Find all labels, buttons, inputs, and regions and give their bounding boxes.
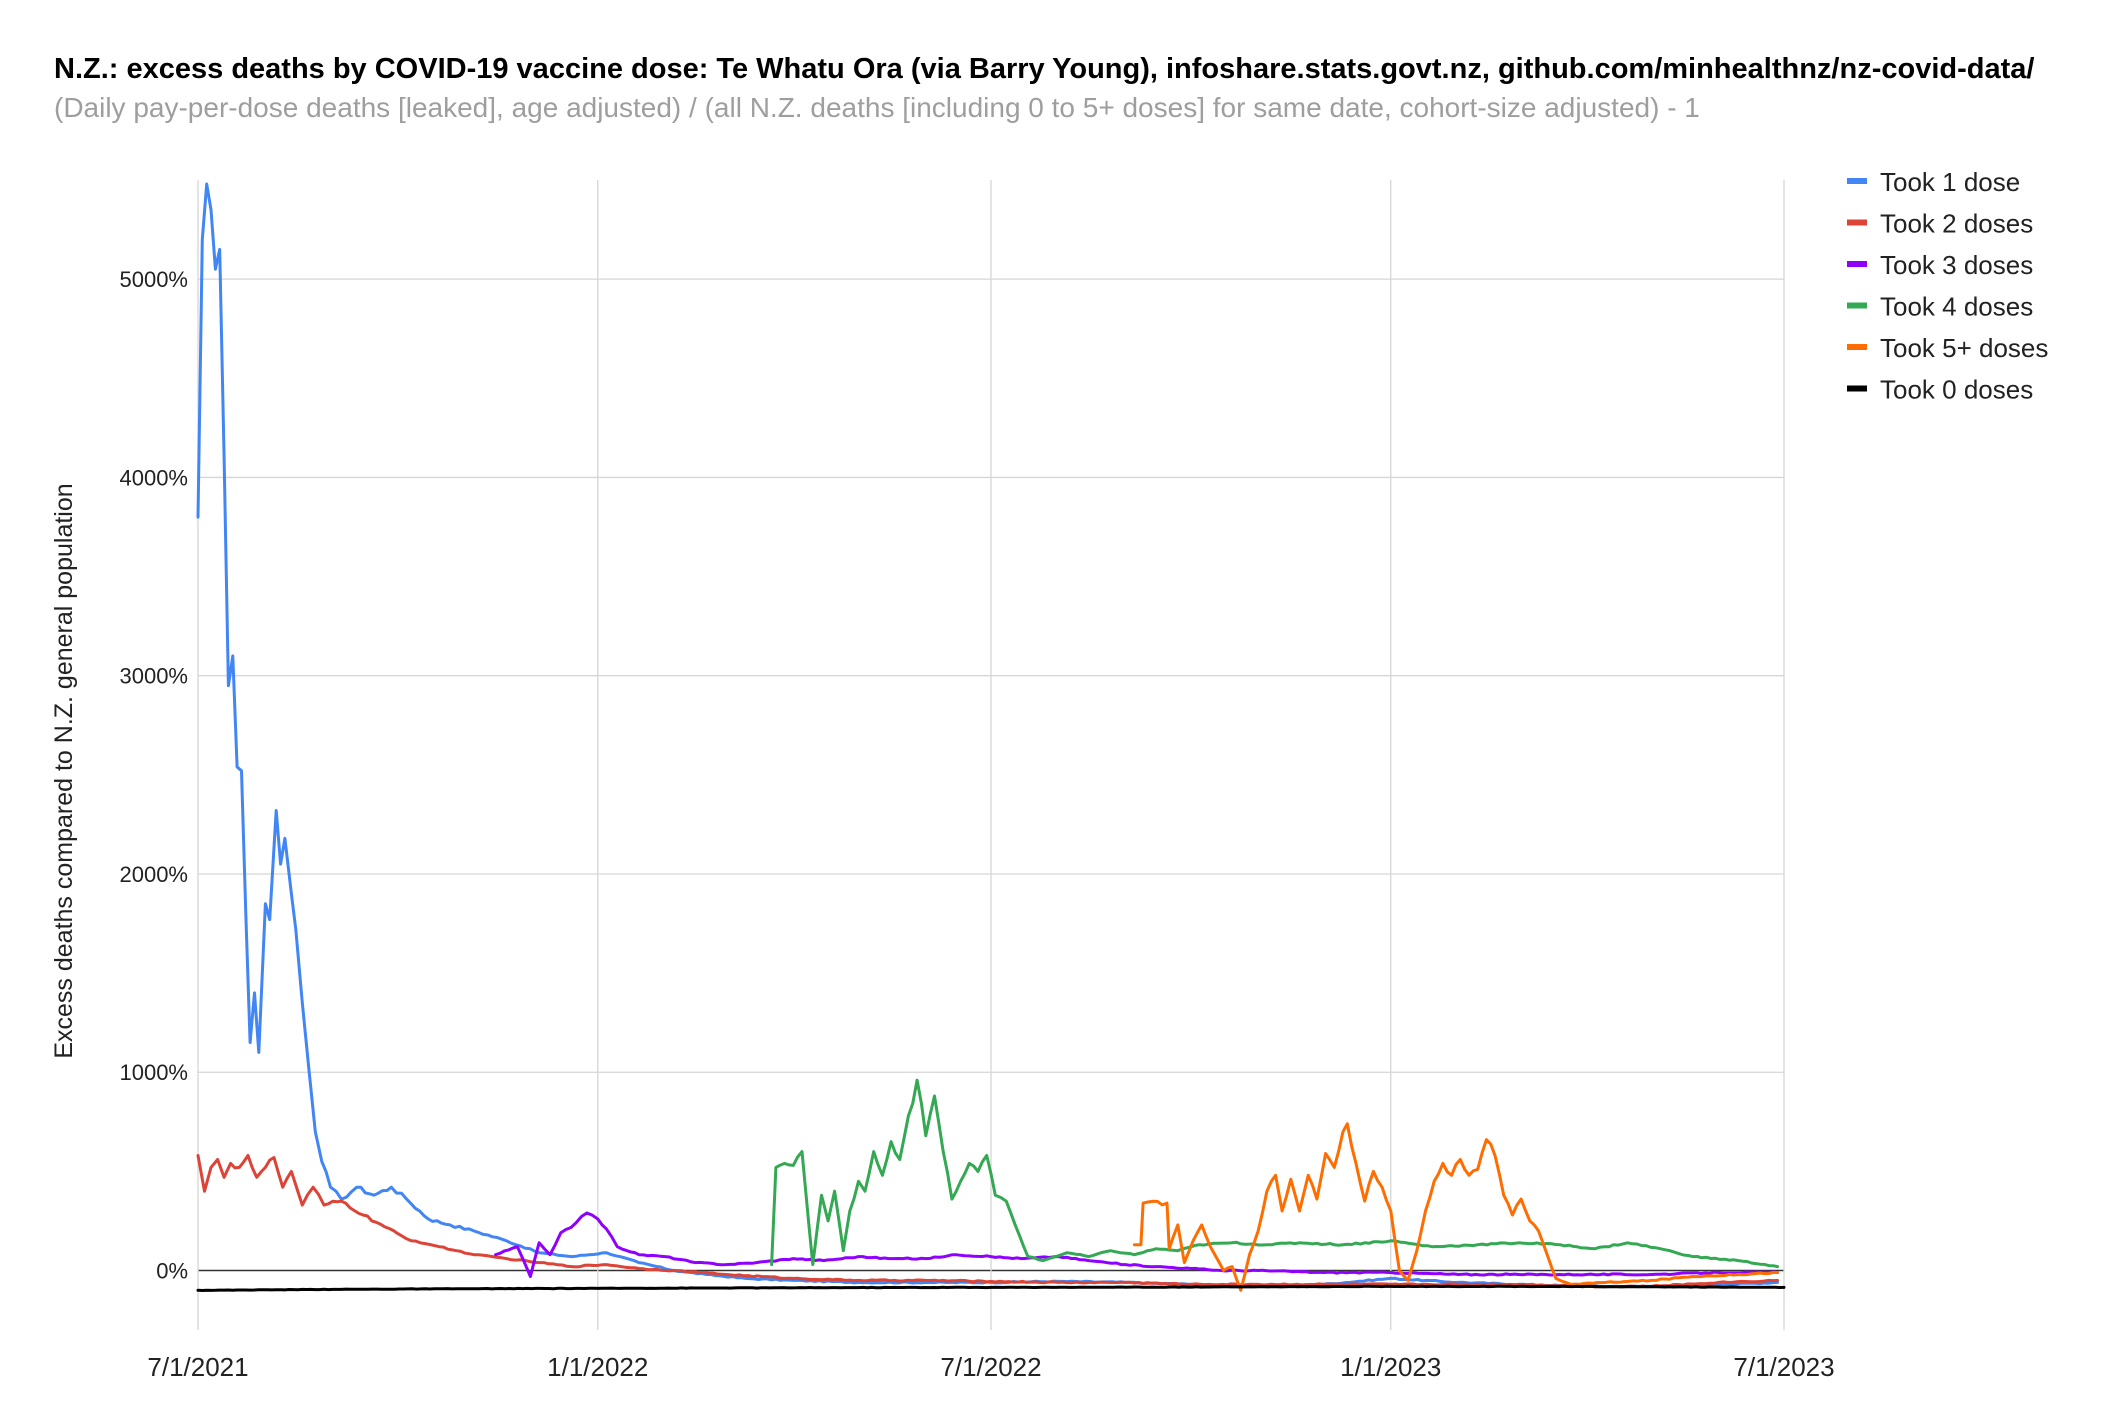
legend-item[interactable]: Took 0 doses (1847, 375, 2033, 405)
y-axis-ticks: 0% 1000% 2000% 3000% 4000% 5000% (119, 267, 188, 1283)
legend-item[interactable]: Took 1 dose (1847, 167, 2020, 197)
x-tick-label: 1/1/2022 (547, 1352, 648, 1382)
legend[interactable]: Took 1 dose Took 2 doses Took 3 doses Took … (1847, 167, 2048, 405)
chart-subtitle: (Daily pay-per-dose deaths [leaked], age… (54, 92, 1700, 123)
y-tick-label: 2000% (119, 862, 188, 887)
legend-item[interactable]: Took 4 doses (1847, 292, 2033, 322)
legend-swatch (1847, 178, 1867, 184)
legend-item[interactable]: Took 3 doses (1847, 250, 2033, 280)
legend-label: Took 4 doses (1880, 292, 2033, 322)
legend-item[interactable]: Took 5+ doses (1847, 333, 2048, 363)
x-tick-label: 1/1/2023 (1340, 1352, 1441, 1382)
legend-swatch (1847, 261, 1867, 267)
legend-swatch (1847, 219, 1867, 226)
x-tick-label: 7/1/2023 (1733, 1352, 1834, 1382)
legend-swatch (1847, 385, 1867, 392)
series-lines (196, 182, 1786, 1292)
y-tick-label: 3000% (119, 664, 188, 689)
y-axis-label: Excess deaths compared to N.Z. general p… (50, 483, 78, 1058)
x-tick-label: 7/1/2021 (147, 1352, 248, 1382)
legend-label: Took 1 dose (1880, 167, 2020, 197)
legend-swatch (1847, 302, 1867, 309)
series-line-took-2-doses (196, 1154, 1779, 1289)
y-tick-label: 0% (156, 1259, 188, 1284)
legend-label: Took 2 doses (1880, 209, 2033, 239)
legend-item[interactable]: Took 2 doses (1847, 209, 2033, 239)
series-line-took-1-dose (196, 182, 1779, 1289)
x-axis-ticks: 7/1/2021 1/1/2022 7/1/2022 1/1/2023 7/1/2023 (147, 1352, 1834, 1382)
chart-title: N.Z.: excess deaths by COVID-19 vaccine … (54, 53, 2034, 85)
legend-label: Took 0 doses (1880, 375, 2033, 405)
legend-swatch (1847, 344, 1867, 350)
y-tick-label: 5000% (119, 267, 188, 292)
x-tick-label: 7/1/2022 (940, 1352, 1041, 1382)
series-line-took-0-doses (196, 1284, 1786, 1292)
series-line-took-3-doses (494, 1211, 1779, 1278)
legend-label: Took 5+ doses (1880, 333, 2048, 363)
y-tick-label: 1000% (119, 1060, 188, 1085)
gridlines (197, 180, 1785, 1330)
series-line-took-5-doses (1132, 1122, 1779, 1292)
legend-label: Took 3 doses (1880, 250, 2033, 280)
y-tick-label: 4000% (119, 465, 188, 490)
series-line-took-4-doses (770, 1078, 1779, 1269)
